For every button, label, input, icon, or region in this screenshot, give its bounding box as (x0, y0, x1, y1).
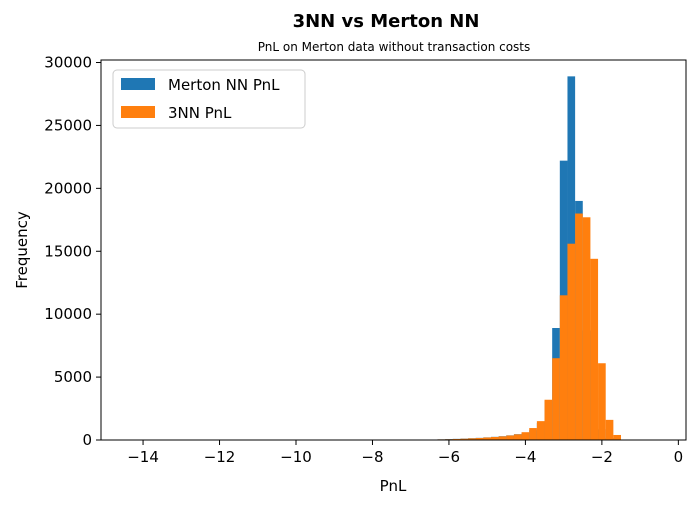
3nn-bar-16 (544, 399, 553, 440)
3nn-bar-23 (598, 363, 606, 440)
3nn-bar-6 (468, 438, 476, 440)
3nn-bar-17 (552, 358, 560, 440)
y-tick-label: 20000 (44, 179, 92, 197)
y-tick-label: 30000 (44, 54, 92, 72)
3nn-bar-7 (475, 437, 484, 440)
x-tick-label: −12 (204, 448, 236, 466)
y-axis-label: Frequency (13, 211, 31, 289)
x-tick-label: −14 (127, 448, 159, 466)
3nn-bar-11 (506, 435, 514, 440)
3nn-bar-15 (536, 421, 545, 440)
x-tick-label: −4 (514, 448, 536, 466)
x-tick-label: −2 (591, 448, 613, 466)
3nn-bar-9 (491, 436, 499, 440)
x-tick-label: −10 (280, 448, 312, 466)
legend-swatch-merton-nn (121, 78, 155, 90)
x-axis-label: PnL (380, 477, 407, 495)
3nn-bar-22 (590, 258, 599, 440)
y-tick-label: 15000 (44, 242, 92, 260)
y-tick-label: 5000 (54, 368, 92, 386)
3nn-bar-20 (575, 213, 583, 440)
legend-box (112, 69, 306, 129)
plot-frame (100, 59, 687, 441)
3nn-bar-18 (559, 295, 568, 440)
3nn-bar-12 (513, 434, 522, 440)
x-tick-label: −6 (438, 448, 460, 466)
x-tick-label: 0 (674, 448, 684, 466)
y-tick-label: 0 (82, 431, 92, 449)
3nn-bar-25 (613, 434, 621, 440)
y-tick-label: 25000 (44, 116, 92, 134)
x-tick-label: −8 (361, 448, 383, 466)
3nn-bar-21 (582, 217, 591, 440)
3nn-bar-4 (452, 438, 461, 440)
y-tick-label: 10000 (44, 305, 92, 323)
3nn-bar-24 (605, 419, 614, 440)
3nn-bars (422, 213, 621, 440)
legend-swatch-3nn (121, 106, 155, 118)
x-axis-ticks: −14 −12 −10 −8 −6 −4 −2 0 (127, 440, 683, 466)
chart-subtitle: PnL on Merton data without transaction c… (258, 40, 531, 54)
y-axis-ticks: 0 5000 10000 15000 20000 25000 30000 (44, 54, 101, 449)
3nn-bar-8 (483, 437, 491, 440)
3nn-bar-19 (567, 243, 576, 440)
legend-label-merton-nn: Merton NN PnL (168, 76, 280, 94)
legend: Merton NN PnL 3NN PnL (112, 69, 306, 129)
3nn-bar-5 (460, 438, 469, 440)
chart-title: 3NN vs Merton NN (293, 11, 480, 32)
3nn-bar-14 (529, 428, 537, 440)
3nn-bar-13 (521, 432, 530, 440)
3nn-bar-10 (498, 436, 507, 440)
legend-label-3nn: 3NN PnL (168, 104, 232, 122)
